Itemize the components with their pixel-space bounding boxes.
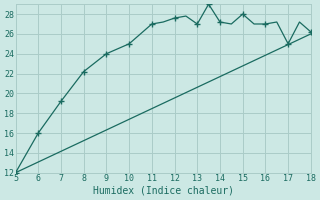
X-axis label: Humidex (Indice chaleur): Humidex (Indice chaleur) <box>93 186 234 196</box>
